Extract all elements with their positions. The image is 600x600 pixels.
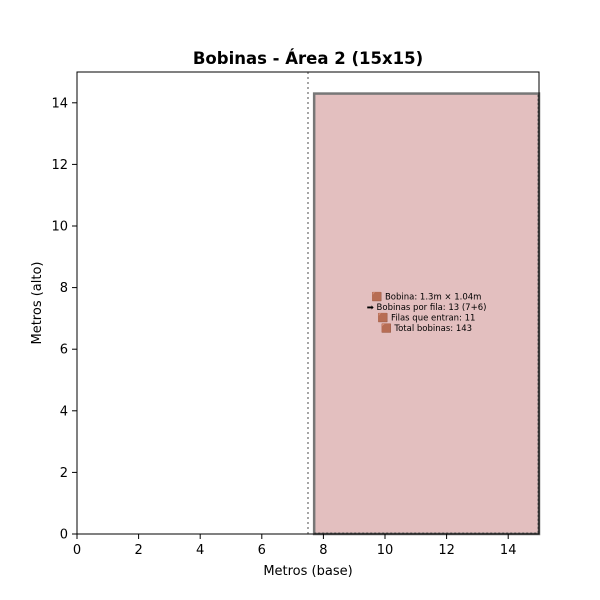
y-tick-label: 10 <box>51 220 68 235</box>
y-tick-label: 14 <box>51 96 68 111</box>
coil-area-dashed-edge <box>314 93 539 534</box>
x-tick-label: 6 <box>258 543 266 558</box>
y-axis: 0 2 4 6 8 10 12 14 <box>51 96 77 543</box>
annotation-line: 🟫 Total bobinas: 143 <box>381 323 472 334</box>
annotation-line: 🟫 Filas que entran: 11 <box>378 312 476 323</box>
plot-frame <box>76 71 540 535</box>
plot-area: 🟫 Bobina: 1.3m × 1.04m➡ Bobinas por fila… <box>307 72 541 536</box>
x-tick-label: 10 <box>377 543 394 558</box>
y-tick-label: 12 <box>51 158 68 173</box>
y-tick-label: 0 <box>60 528 68 543</box>
y-tick-label: 2 <box>60 466 68 481</box>
x-tick-label: 2 <box>134 543 142 558</box>
x-tick-label: 12 <box>438 543 455 558</box>
y-tick-label: 8 <box>60 281 68 296</box>
x-axis-label: Metros (base) <box>263 564 352 579</box>
x-tick-label: 8 <box>319 543 327 558</box>
x-tick-label: 0 <box>73 543 81 558</box>
coil-area-rect <box>312 92 541 536</box>
x-tick-label: 4 <box>196 543 204 558</box>
y-axis-label: Metros (alto) <box>30 261 45 344</box>
y-tick-label: 4 <box>60 404 68 419</box>
annotation-line: 🟫 Bobina: 1.3m × 1.04m <box>372 291 482 302</box>
chart-title: Bobinas - Área 2 (15x15) <box>193 49 423 68</box>
x-tick-label: 14 <box>500 543 517 558</box>
annotation-line: ➡ Bobinas por fila: 13 (7+6) <box>367 303 487 313</box>
y-tick-label: 6 <box>60 343 68 358</box>
x-axis: 0 2 4 6 8 10 12 14 <box>73 534 517 558</box>
